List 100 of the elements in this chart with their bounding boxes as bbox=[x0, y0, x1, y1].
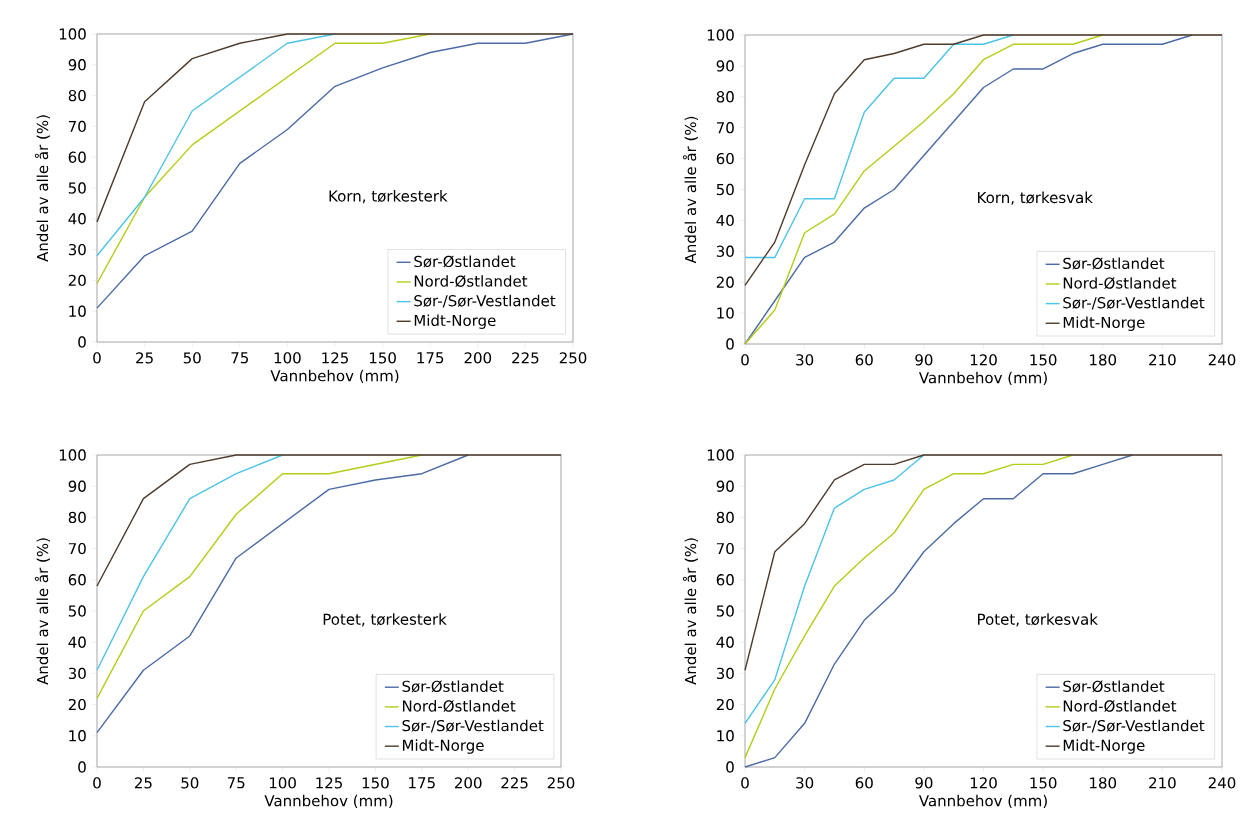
y-tick-label: 0 bbox=[726, 761, 734, 773]
y-tick-label: 70 bbox=[716, 542, 734, 555]
y-axis-title: Andel av alle år (%) bbox=[34, 115, 50, 262]
x-tick-label: 25 bbox=[136, 352, 153, 364]
x-tick-label: 90 bbox=[915, 354, 933, 366]
y-tick-label: 60 bbox=[68, 151, 86, 163]
y-tick-label: 90 bbox=[68, 59, 86, 71]
y-axis-title: Andel av alle år (%) bbox=[682, 116, 698, 264]
x-tick-label: 225 bbox=[512, 352, 539, 364]
x-tick-label: 150 bbox=[369, 352, 396, 364]
legend-label: Sør-Østlandet bbox=[414, 255, 516, 268]
line-series bbox=[744, 454, 925, 725]
y-tick-label: 30 bbox=[716, 245, 734, 257]
y-tick-label: 50 bbox=[68, 605, 86, 617]
x-tick-label: 60 bbox=[855, 354, 873, 366]
x-tick-label: 175 bbox=[417, 352, 444, 364]
x-tick-label: 120 bbox=[970, 354, 997, 366]
text: Korn, tørkesterk bbox=[329, 190, 448, 204]
x-tick-label: 240 bbox=[1208, 354, 1236, 366]
legend-label: Sør-/Sør-Vestlandet bbox=[1063, 296, 1205, 310]
y-tick-label: 60 bbox=[716, 574, 734, 586]
y-tick-label: 20 bbox=[716, 276, 734, 288]
y-tick-label: 30 bbox=[68, 667, 86, 680]
y-tick-label: 80 bbox=[68, 511, 86, 524]
x-tick-label: 100 bbox=[269, 777, 296, 789]
y-tick-label: 30 bbox=[716, 667, 734, 680]
x-tick-label: 120 bbox=[970, 777, 997, 789]
y-tick-label: 0 bbox=[78, 336, 86, 348]
y-tick-label: 50 bbox=[68, 182, 86, 194]
x-tick-label: 180 bbox=[1090, 354, 1117, 366]
x-tick-label: 30 bbox=[796, 354, 814, 366]
legend-label: Midt-Norge bbox=[1063, 739, 1145, 754]
x-tick-label: 210 bbox=[1149, 777, 1176, 789]
legend-label: Sør-Østlandet bbox=[1063, 257, 1165, 270]
legend-label: Nord-Østlandet bbox=[1063, 277, 1177, 290]
x-tick-label: 50 bbox=[181, 777, 199, 789]
y-tick-label: 20 bbox=[68, 698, 86, 711]
y-tick-label: 100 bbox=[59, 449, 86, 461]
legend-label: Sør-/Sør-Vestlandet bbox=[414, 294, 556, 308]
y-tick-label: 90 bbox=[716, 480, 734, 492]
x-tick-label: 180 bbox=[1090, 777, 1117, 789]
x-tick-label: 150 bbox=[362, 777, 389, 789]
legend-label: Sør-/Sør-Vestlandet bbox=[1063, 719, 1205, 733]
y-tick-label: 80 bbox=[68, 89, 86, 102]
y-tick-label: 70 bbox=[716, 122, 734, 134]
y-tick-label: 40 bbox=[68, 213, 86, 225]
line-series bbox=[96, 454, 284, 671]
x-tick-label: 0 bbox=[93, 777, 101, 789]
y-tick-label: 20 bbox=[68, 274, 86, 287]
y-tick-label: 90 bbox=[716, 60, 734, 72]
x-tick-label: 125 bbox=[316, 777, 342, 789]
x-axis-title: Vannbehov (mm) bbox=[918, 794, 1047, 809]
legend-label: Midt-Norge bbox=[1063, 316, 1145, 331]
x-tick-label: 125 bbox=[322, 352, 348, 364]
y-tick-label: 80 bbox=[716, 91, 734, 103]
y-tick-label: 50 bbox=[716, 183, 734, 196]
y-tick-label: 80 bbox=[716, 511, 734, 524]
legend-label: Sør-Østlandet bbox=[1063, 680, 1165, 693]
x-axis-title: Vannbehov (mm) bbox=[270, 369, 399, 384]
y-tick-label: 70 bbox=[68, 120, 86, 133]
x-axis-title: Vannbehov (mm) bbox=[264, 794, 393, 809]
y-tick-label: 100 bbox=[59, 28, 86, 40]
y-tick-label: 0 bbox=[78, 761, 86, 773]
x-tick-label: 150 bbox=[1030, 777, 1057, 789]
y-tick-label: 40 bbox=[716, 214, 734, 227]
x-tick-label: 150 bbox=[1030, 354, 1057, 366]
y-tick-label: 40 bbox=[68, 636, 86, 648]
x-tick-label: 250 bbox=[547, 777, 575, 789]
y-tick-label: 40 bbox=[716, 636, 734, 648]
y-tick-label: 10 bbox=[717, 307, 734, 319]
y-tick-label: 50 bbox=[716, 605, 734, 617]
text: Potet, tørkesterk bbox=[323, 613, 447, 627]
x-tick-label: 30 bbox=[796, 777, 814, 789]
legend-label: Nord-Østlandet bbox=[414, 275, 528, 288]
x-tick-label: 200 bbox=[464, 352, 492, 364]
legend-label: Nord-Østlandet bbox=[1063, 700, 1177, 712]
x-tick-label: 25 bbox=[134, 777, 152, 789]
text: Potet, tørkesvak bbox=[978, 613, 1098, 627]
x-tick-label: 100 bbox=[274, 352, 301, 364]
legend-label: Midt-Norge bbox=[402, 739, 484, 754]
y-tick-label: 70 bbox=[68, 542, 86, 555]
x-tick-label: 0 bbox=[741, 354, 749, 366]
y-tick-label: 10 bbox=[69, 730, 86, 742]
y-axis-title: Andel av alle år (%) bbox=[682, 538, 698, 685]
x-tick-label: 250 bbox=[559, 352, 587, 364]
x-tick-label: 210 bbox=[1149, 354, 1176, 366]
y-tick-label: 10 bbox=[69, 305, 86, 317]
y-tick-label: 20 bbox=[716, 698, 734, 711]
y-tick-label: 60 bbox=[716, 152, 734, 165]
x-tick-label: 200 bbox=[454, 777, 482, 789]
y-tick-label: 30 bbox=[68, 243, 86, 256]
y-tick-label: 100 bbox=[707, 29, 734, 41]
x-tick-label: 175 bbox=[409, 777, 435, 789]
legend-label: Midt-Norge bbox=[414, 314, 496, 329]
legend-label: Nord-Østlandet bbox=[402, 700, 516, 712]
x-tick-label: 225 bbox=[501, 777, 528, 789]
y-tick-label: 0 bbox=[726, 338, 734, 350]
legend-label: Sør-Østlandet bbox=[402, 680, 504, 693]
y-tick-label: 90 bbox=[68, 480, 86, 492]
y-tick-label: 60 bbox=[68, 574, 86, 586]
